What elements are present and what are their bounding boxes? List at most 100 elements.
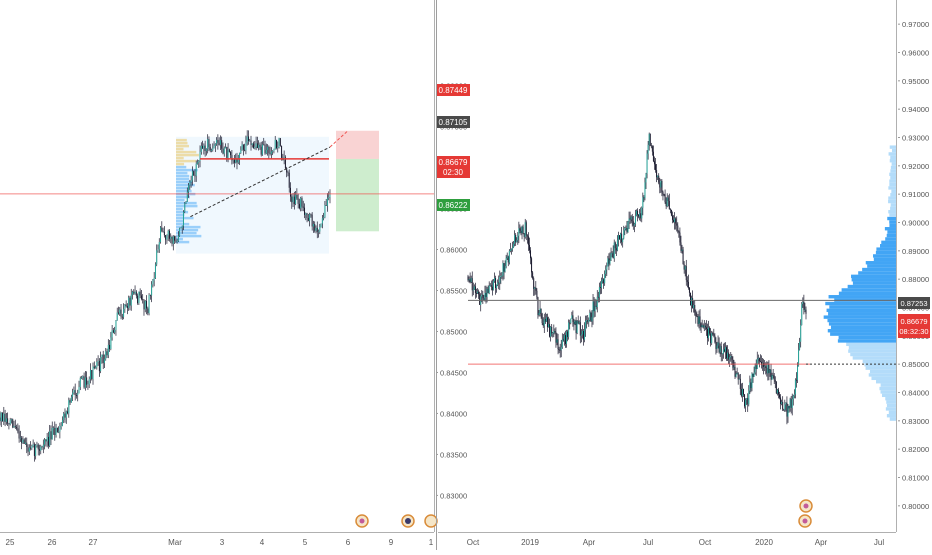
candle-body — [690, 292, 692, 306]
y-tick-label: 0.94000 — [902, 105, 929, 114]
candle-body — [239, 152, 241, 159]
candle-body — [664, 194, 666, 203]
candle-body — [479, 294, 481, 305]
candle-body — [13, 426, 15, 428]
candle-body — [231, 155, 233, 161]
candle-body — [203, 145, 205, 149]
candle-body — [246, 136, 248, 143]
left-x-axis-ticks[interactable]: 25 26 27 Mar 3 4 5 6 9 1 — [6, 538, 434, 547]
candle-body — [662, 191, 664, 195]
candle-body — [318, 231, 320, 233]
right-x-axis-ticks[interactable]: Oct 2019 Apr Jul Oct 2020 Apr Jul — [467, 538, 885, 547]
left-chart-panel[interactable]: 0.880000.875000.870000.865000.860000.855… — [0, 0, 470, 547]
candle-body — [543, 318, 545, 326]
candle-body — [193, 171, 195, 176]
volume-profile-bar — [828, 295, 896, 299]
candle-body — [620, 233, 622, 240]
candle-body — [787, 405, 789, 417]
candle-body — [92, 366, 94, 380]
candle-body — [247, 136, 249, 142]
candle-body — [559, 349, 561, 351]
candle-body — [40, 446, 42, 451]
candle-body — [538, 313, 540, 315]
candle-body — [727, 352, 729, 359]
candle-body — [19, 437, 21, 439]
candle-body — [134, 291, 136, 294]
candle-body — [780, 397, 782, 404]
candle-body — [126, 306, 128, 308]
candle-body — [98, 360, 100, 372]
candle-body — [731, 356, 733, 360]
candle-body — [628, 218, 630, 222]
candle-body — [704, 325, 706, 328]
candle-body — [757, 357, 759, 360]
candle-body — [667, 197, 669, 202]
candle-body — [648, 133, 650, 145]
candle-body — [75, 395, 77, 396]
candle-body — [536, 290, 538, 298]
candle-body — [111, 330, 113, 338]
position-stop-zone[interactable] — [336, 158, 379, 232]
candle-body — [609, 260, 611, 264]
volume-profile-bar — [889, 159, 896, 163]
volume-profile-bar — [889, 179, 896, 183]
candle-body — [160, 227, 162, 243]
position-target-zone[interactable] — [336, 130, 379, 159]
candle-body — [84, 377, 86, 388]
candle-body — [552, 332, 554, 334]
candle-body — [615, 248, 617, 251]
candle-body — [255, 143, 257, 147]
candle-body — [673, 219, 675, 223]
candle-body — [561, 339, 563, 348]
y-tick-label: 0.89000 — [902, 247, 929, 256]
candle-body — [621, 233, 623, 243]
candle-body — [668, 201, 670, 210]
candle-body — [532, 272, 534, 279]
volume-profile-bar — [886, 400, 896, 404]
candle-body — [557, 339, 559, 350]
candle-body — [251, 143, 253, 145]
x-tick-label: 2019 — [521, 538, 539, 547]
right-chart-panel[interactable]: 0.97000 0.96000 0.95000 0.94000 0.93000 0.920… — [438, 0, 930, 547]
candle-body — [499, 276, 501, 284]
candle-body — [581, 331, 583, 335]
trendline[interactable] — [190, 146, 331, 218]
candle-body — [181, 226, 183, 228]
candle-body — [569, 322, 571, 324]
candle-body — [475, 292, 477, 294]
volume-profile-bar — [852, 356, 896, 360]
candle-body — [513, 243, 515, 248]
candle-body — [576, 320, 578, 333]
volume-profile-bar — [873, 254, 896, 258]
right-event-icons[interactable] — [798, 499, 813, 528]
candle-body — [663, 194, 665, 196]
candle-body — [314, 224, 316, 231]
candle-body — [156, 250, 158, 265]
event-flag-icon[interactable] — [424, 514, 438, 528]
candle-body — [685, 266, 687, 281]
candle-body — [477, 291, 479, 294]
candle-body — [189, 182, 191, 186]
candle-body — [563, 335, 565, 341]
candle-body — [292, 196, 294, 203]
candle-body — [45, 439, 47, 442]
candle-body — [734, 366, 736, 377]
candle-body — [666, 197, 668, 207]
candle-body — [624, 228, 626, 231]
candle-body — [544, 318, 546, 322]
candle-body — [97, 360, 99, 363]
volume-profile-bar — [885, 397, 896, 401]
x-tick-label: 3 — [220, 538, 225, 547]
event-icons[interactable] — [355, 514, 438, 528]
candle-body — [138, 291, 140, 304]
candle-body — [10, 419, 12, 421]
candle-body — [553, 331, 555, 333]
candle-body — [804, 309, 806, 311]
candle-body — [175, 240, 177, 242]
candle-body — [68, 400, 70, 414]
x-tick-label: 6 — [346, 538, 351, 547]
candle-body — [110, 337, 112, 350]
candle-body — [545, 317, 547, 322]
candle-body — [596, 296, 598, 308]
candle-body — [697, 316, 699, 324]
